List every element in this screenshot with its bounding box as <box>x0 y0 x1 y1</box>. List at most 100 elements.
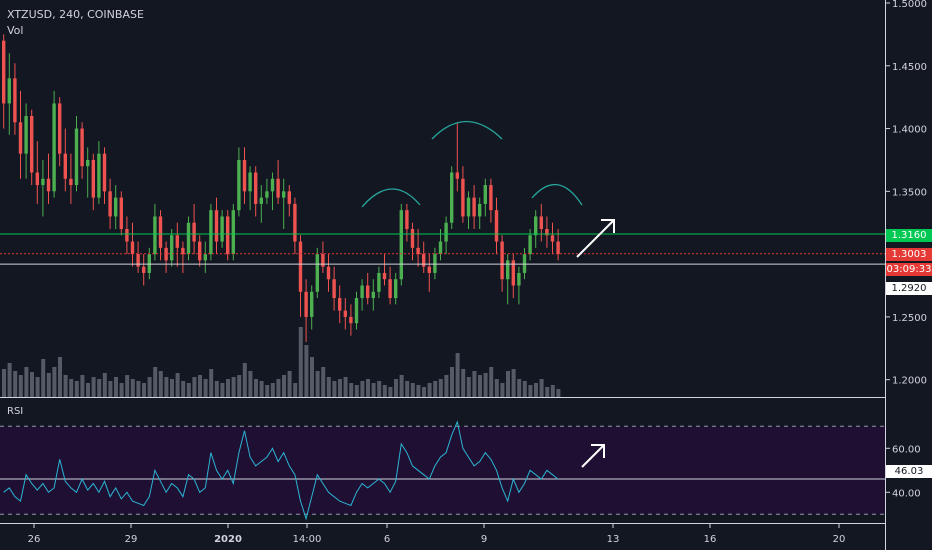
volume-bar <box>528 385 533 397</box>
volume-bar <box>69 379 74 397</box>
volume-bar <box>298 327 303 397</box>
candle-body <box>276 178 280 198</box>
arrow-up-right-rsi <box>581 444 605 468</box>
volume-bar <box>461 369 466 397</box>
candle-body <box>382 272 387 280</box>
volume-bar <box>58 357 62 397</box>
candles <box>2 34 560 343</box>
volume-bar <box>478 375 482 397</box>
volume-bar <box>489 367 494 397</box>
candle-body <box>506 260 510 280</box>
volume-bar <box>545 387 550 397</box>
volume-bar <box>209 369 214 397</box>
volume-label: Vol <box>7 24 24 37</box>
candle-body <box>13 78 17 123</box>
candle-body <box>298 241 303 292</box>
candle-body <box>35 172 39 186</box>
candle-body <box>270 178 275 192</box>
volume-bar <box>444 375 449 397</box>
volume-bar <box>326 377 331 397</box>
time-tick-label: 2020 <box>214 534 242 545</box>
volume-bar <box>506 371 510 397</box>
candle-body <box>147 254 151 273</box>
volume-bar <box>7 363 12 397</box>
volume-bar <box>388 387 393 397</box>
volume-bar <box>534 383 538 397</box>
candle-body <box>427 266 431 273</box>
candle-body <box>545 229 549 236</box>
volume-bar <box>164 377 169 397</box>
candle-body <box>293 203 297 242</box>
candle-body <box>226 216 230 255</box>
candle-body <box>41 178 45 186</box>
candle-body <box>483 185 487 204</box>
candle-body <box>371 291 375 299</box>
candle-body <box>186 222 191 255</box>
volume-bar <box>394 379 398 397</box>
volume-bar <box>97 379 102 397</box>
volume-bar <box>332 381 337 397</box>
candle-body <box>321 254 325 267</box>
candle-body <box>511 260 515 286</box>
volume-bar <box>282 375 286 397</box>
candle-body <box>114 197 118 217</box>
arrow-shaft <box>581 444 605 468</box>
candle-body <box>528 235 532 255</box>
candle-body <box>354 298 359 324</box>
candle-body <box>58 103 62 154</box>
volume-bar <box>186 383 191 397</box>
candle-body <box>338 298 342 311</box>
volume-bar <box>304 345 309 397</box>
volume-bar <box>18 375 23 397</box>
volume-bar <box>52 367 57 397</box>
volume-bar <box>130 379 135 397</box>
volume-bar <box>349 383 354 397</box>
price-tick-label: 1.2000 <box>892 376 927 387</box>
volume-bar <box>405 381 410 397</box>
volume-bar <box>125 375 130 397</box>
volume-bar <box>2 369 6 397</box>
candle-body <box>405 210 409 230</box>
candle-body <box>433 254 437 273</box>
candle-body <box>315 254 319 292</box>
volume-bar <box>170 379 174 397</box>
volume-bar <box>410 383 415 397</box>
price-tick-label: 1.2500 <box>892 313 927 324</box>
candle-body <box>394 279 398 299</box>
volume-bar <box>153 367 158 397</box>
rsi-label: RSI <box>7 406 24 417</box>
candle-body <box>181 247 185 255</box>
volume-bar <box>136 381 141 397</box>
volume-bars <box>2 327 561 397</box>
time-tick-label: 20 <box>833 534 846 545</box>
candle-body <box>192 222 196 242</box>
volume-bar <box>517 379 522 397</box>
volume-bar <box>220 383 225 397</box>
candle-body <box>343 310 347 317</box>
volume-bar <box>226 379 230 397</box>
volume-bar <box>360 381 365 397</box>
volume-bar <box>293 383 298 397</box>
volume-bar <box>259 381 264 397</box>
volume-bar <box>338 379 342 397</box>
volume-bar <box>119 383 124 397</box>
arc-right-shoulder <box>531 183 583 206</box>
candle-body <box>119 197 123 230</box>
volume-bar <box>102 373 107 397</box>
time-tick-label: 14:00 <box>293 534 322 545</box>
candle-body <box>410 229 415 248</box>
time-tick-label: 13 <box>607 534 620 545</box>
volume-bar <box>46 373 51 397</box>
volume-bar <box>354 385 359 397</box>
candle-body <box>534 216 538 236</box>
candle-body <box>248 172 252 192</box>
volume-bar <box>556 389 561 397</box>
candle-body <box>539 216 543 230</box>
annotations <box>361 120 615 468</box>
candle-body <box>130 241 135 255</box>
candle-body <box>416 247 420 255</box>
candle-body <box>86 159 90 167</box>
volume-bar <box>511 369 516 397</box>
